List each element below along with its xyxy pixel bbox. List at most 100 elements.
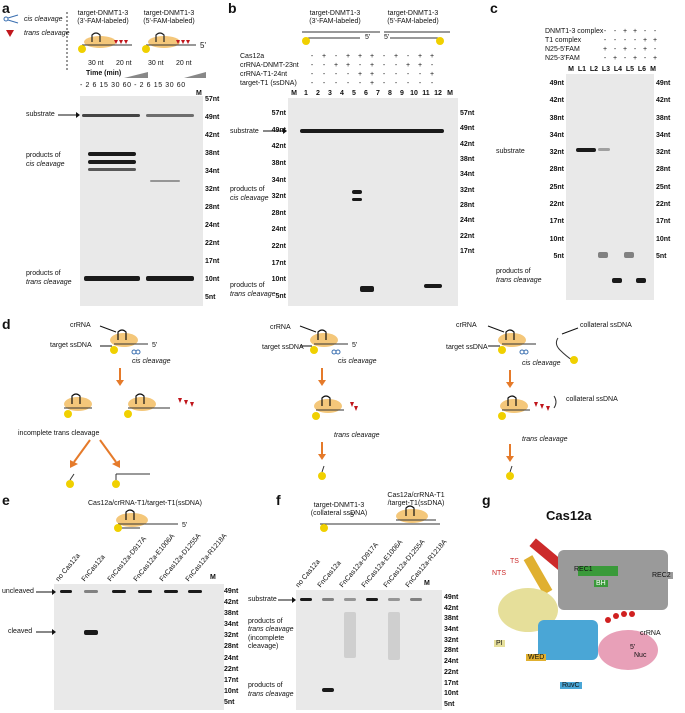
ladder-mark: 42nt xyxy=(549,97,564,105)
ladder-mark: 5nt xyxy=(205,294,216,301)
g-label-ts: TS xyxy=(510,558,519,565)
d-target-label-2: target ssDNA xyxy=(262,344,304,351)
scissors-icon xyxy=(3,14,19,24)
ladder-mark: 34nt xyxy=(460,171,475,179)
a-header-2: target-DNMT1-3 (5'-FAM-labeled) xyxy=(143,10,195,26)
b-trans-label: products of trans cleavage xyxy=(230,282,276,298)
ladder-mark: 38nt xyxy=(205,150,220,157)
panel-b-label: b xyxy=(228,0,237,16)
e-title: Cas12a/crRNA-T1/target-T1(ssDNA) xyxy=(88,500,202,507)
b-row-label: target-T1 (ssDNA) xyxy=(240,80,297,87)
orange-arrow-icon xyxy=(318,442,326,460)
ladder-mark: 32nt xyxy=(460,186,475,194)
band xyxy=(410,598,422,601)
ladder-mark: 38nt xyxy=(656,114,671,122)
ladder-mark: 17nt xyxy=(444,679,459,687)
band xyxy=(344,598,356,601)
ladder-mark: 42nt xyxy=(460,140,475,148)
ladder-mark: 34nt xyxy=(444,626,459,634)
g-label-rec1: REC1 xyxy=(574,566,593,573)
ladder-mark: 22nt xyxy=(205,240,220,247)
ladder-mark: 42nt xyxy=(656,97,671,105)
ladder-mark: 17nt xyxy=(460,247,475,255)
d-crrna-label-2: crRNA xyxy=(270,324,291,331)
c-row-label: DNMT1-3 complex xyxy=(545,28,604,35)
c-substrate-label: substrate xyxy=(496,148,525,155)
c-row-label: N25-3'FAM xyxy=(545,55,580,62)
ladder-mark: 57nt xyxy=(271,110,286,117)
ladder-mark: 57nt xyxy=(205,96,220,103)
band xyxy=(150,180,180,182)
ladder-mark: 22nt xyxy=(224,665,239,673)
ladder-mark: 10nt xyxy=(549,235,564,243)
ladder-mark: 5nt xyxy=(444,700,455,708)
a-20nt-2: 20 nt xyxy=(176,60,192,67)
ladder-mark: 22nt xyxy=(460,232,475,240)
e-uncleaved-label: uncleaved xyxy=(2,588,34,595)
complex-icon-e xyxy=(114,509,178,532)
d-collateral-label-2: collateral ssDNA xyxy=(566,396,618,403)
ladder-mark: 34nt xyxy=(549,131,564,139)
band xyxy=(576,148,596,152)
ladder-mark: 17nt xyxy=(224,676,239,684)
a-trans-label: products of trans cleavage xyxy=(26,270,72,286)
b-row-3-values: - - - - - + - - - - - xyxy=(310,80,434,87)
g-label-crrna: crRNA xyxy=(640,630,661,637)
band xyxy=(388,612,400,660)
band xyxy=(598,252,608,258)
d-target-label: target ssDNA xyxy=(50,342,92,349)
b-substrate-label: substrate xyxy=(230,128,259,135)
e-cleaved-label: cleaved xyxy=(8,628,33,635)
red-triangle-icon xyxy=(6,30,14,37)
c-row-3-values: - + - + - + xyxy=(603,55,658,62)
a-20nt-1: 20 nt xyxy=(116,60,132,67)
band xyxy=(322,598,334,601)
d-trans-label-3: trans cleavage xyxy=(522,436,568,443)
b-header-2: target-DNMT1-3 (5'-FAM-labeled) xyxy=(387,10,439,26)
f-incomplete-label: products of trans cleavage (incomplete clea… xyxy=(248,618,294,651)
ladder-mark: 17nt xyxy=(205,258,220,265)
ladder-mark: 32nt xyxy=(271,193,286,201)
gel-c xyxy=(566,74,654,300)
d-five-prime-2: 5' xyxy=(352,342,358,349)
a-substrate-label: substrate xyxy=(26,111,55,118)
ladder-mark: 10nt xyxy=(205,276,220,283)
c-row-label: N25-5'FAM xyxy=(545,46,580,53)
ladder-mark: 38nt xyxy=(460,155,475,163)
panel-c-label: c xyxy=(490,0,498,16)
f-substrate-label: substrate xyxy=(248,596,277,603)
substrate-diagram-icon xyxy=(302,31,450,45)
orange-arrow-icon xyxy=(506,444,514,462)
e-ladder: 49nt 42nt 38nt 34nt 32nt 28nt 24nt 22nt 17nt 10nt… xyxy=(224,588,238,706)
ladder-mark: 32nt xyxy=(549,149,564,157)
gel-a xyxy=(80,96,203,306)
ladder-mark: 34nt xyxy=(224,621,239,629)
f-header-1: target-DNMT1-3 (collateral ssDNA) xyxy=(310,502,368,518)
ladder-mark: 42nt xyxy=(271,143,286,151)
ladder-mark: 10nt xyxy=(224,687,239,695)
cas12a-structure-icon xyxy=(498,538,668,670)
f-five-prime: 5' xyxy=(350,512,356,519)
arrow-icon xyxy=(36,589,56,595)
gel-f xyxy=(296,590,442,710)
panel-f-label: f xyxy=(276,492,281,508)
ladder-mark: 34nt xyxy=(656,131,671,139)
d-trans-label-2: trans cleavage xyxy=(334,432,380,439)
ladder-mark: 42nt xyxy=(444,604,459,612)
ladder-mark: 34nt xyxy=(271,176,286,184)
f-trans-label: products of trans cleavage xyxy=(248,682,294,698)
ladder-mark: 10nt xyxy=(271,276,286,284)
ladder-mark: 17nt xyxy=(656,218,671,226)
b-five-prime-2: 5' xyxy=(384,34,390,41)
panel-e-label: e xyxy=(2,492,10,508)
ladder-mark: 49nt xyxy=(271,126,286,134)
d-collateral-label: collateral ssDNA xyxy=(580,322,632,329)
ladder-mark: 28nt xyxy=(460,201,475,209)
f-header-2: Cas12a/crRNA-T1/target-T1(ssDNA) xyxy=(387,492,445,508)
time-wedge-1 xyxy=(124,72,206,78)
band xyxy=(352,190,362,194)
band xyxy=(188,590,202,593)
ladder-mark: 17nt xyxy=(549,218,564,226)
ladder-mark: 5nt xyxy=(553,252,565,260)
b-row-0-values: - + - + + + - + - + + xyxy=(310,53,435,60)
